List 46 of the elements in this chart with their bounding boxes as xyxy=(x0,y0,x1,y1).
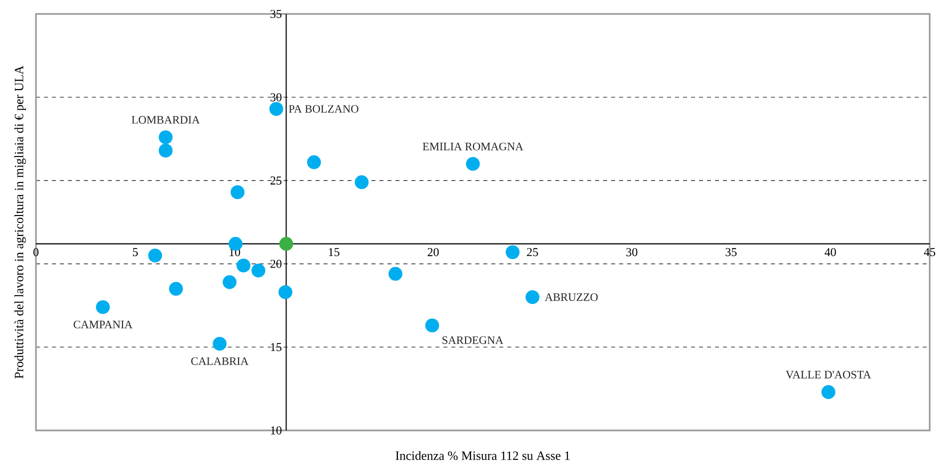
annotation: PA BOLZANO xyxy=(288,104,358,112)
y-tick-label: 15 xyxy=(271,342,282,351)
point xyxy=(506,245,520,259)
point xyxy=(212,336,227,350)
y-tick-label: 35 xyxy=(270,10,282,18)
point xyxy=(466,156,480,171)
x-tick-label: 30 xyxy=(626,248,638,256)
point xyxy=(158,143,173,158)
point xyxy=(148,248,162,262)
y-tick-label: 10 xyxy=(271,426,282,434)
point xyxy=(236,258,250,272)
point xyxy=(269,102,284,116)
point xyxy=(279,236,294,251)
x-tick-label: 40 xyxy=(824,248,836,256)
annotation: CAMPANIA xyxy=(74,320,132,328)
x-tick-label: 35 xyxy=(726,248,737,256)
y-tick-label: 25 xyxy=(270,176,282,184)
point xyxy=(96,300,110,314)
annotation: VALLE D'AOSTA xyxy=(786,370,872,378)
point xyxy=(158,130,173,144)
point xyxy=(222,275,237,289)
x-axis-title: Incidenza % Misura 112 su Asse 1 xyxy=(396,450,570,460)
annotation: CALABRIA xyxy=(191,357,248,365)
y-tick-label: 30 xyxy=(270,92,282,102)
annotation: LOMBARDIA xyxy=(132,116,200,124)
point xyxy=(278,285,292,299)
point xyxy=(388,266,402,281)
annotation: SARDEGNA xyxy=(442,336,504,344)
x-tick-label: 20 xyxy=(428,248,439,256)
point xyxy=(354,175,369,189)
x-tick-label: 15 xyxy=(328,248,340,256)
point xyxy=(425,318,440,332)
point xyxy=(251,263,266,278)
point xyxy=(526,290,540,304)
point xyxy=(169,282,183,296)
x-tick-label: 5 xyxy=(132,248,138,256)
point xyxy=(821,384,836,399)
annotation: EMILIA ROMAGNA xyxy=(422,142,524,150)
x-tick-label: 25 xyxy=(527,248,538,256)
y-axis-title: Produttività del lavoro in agricoltura in migliaia di € per ULA xyxy=(14,65,26,378)
point xyxy=(230,185,244,199)
x-tick-label: 0 xyxy=(33,248,38,256)
y-tick-label: 20 xyxy=(270,260,282,268)
point xyxy=(307,155,321,169)
x-tick-label: 45 xyxy=(924,248,936,256)
annotation: ABRUZZO xyxy=(544,293,598,301)
